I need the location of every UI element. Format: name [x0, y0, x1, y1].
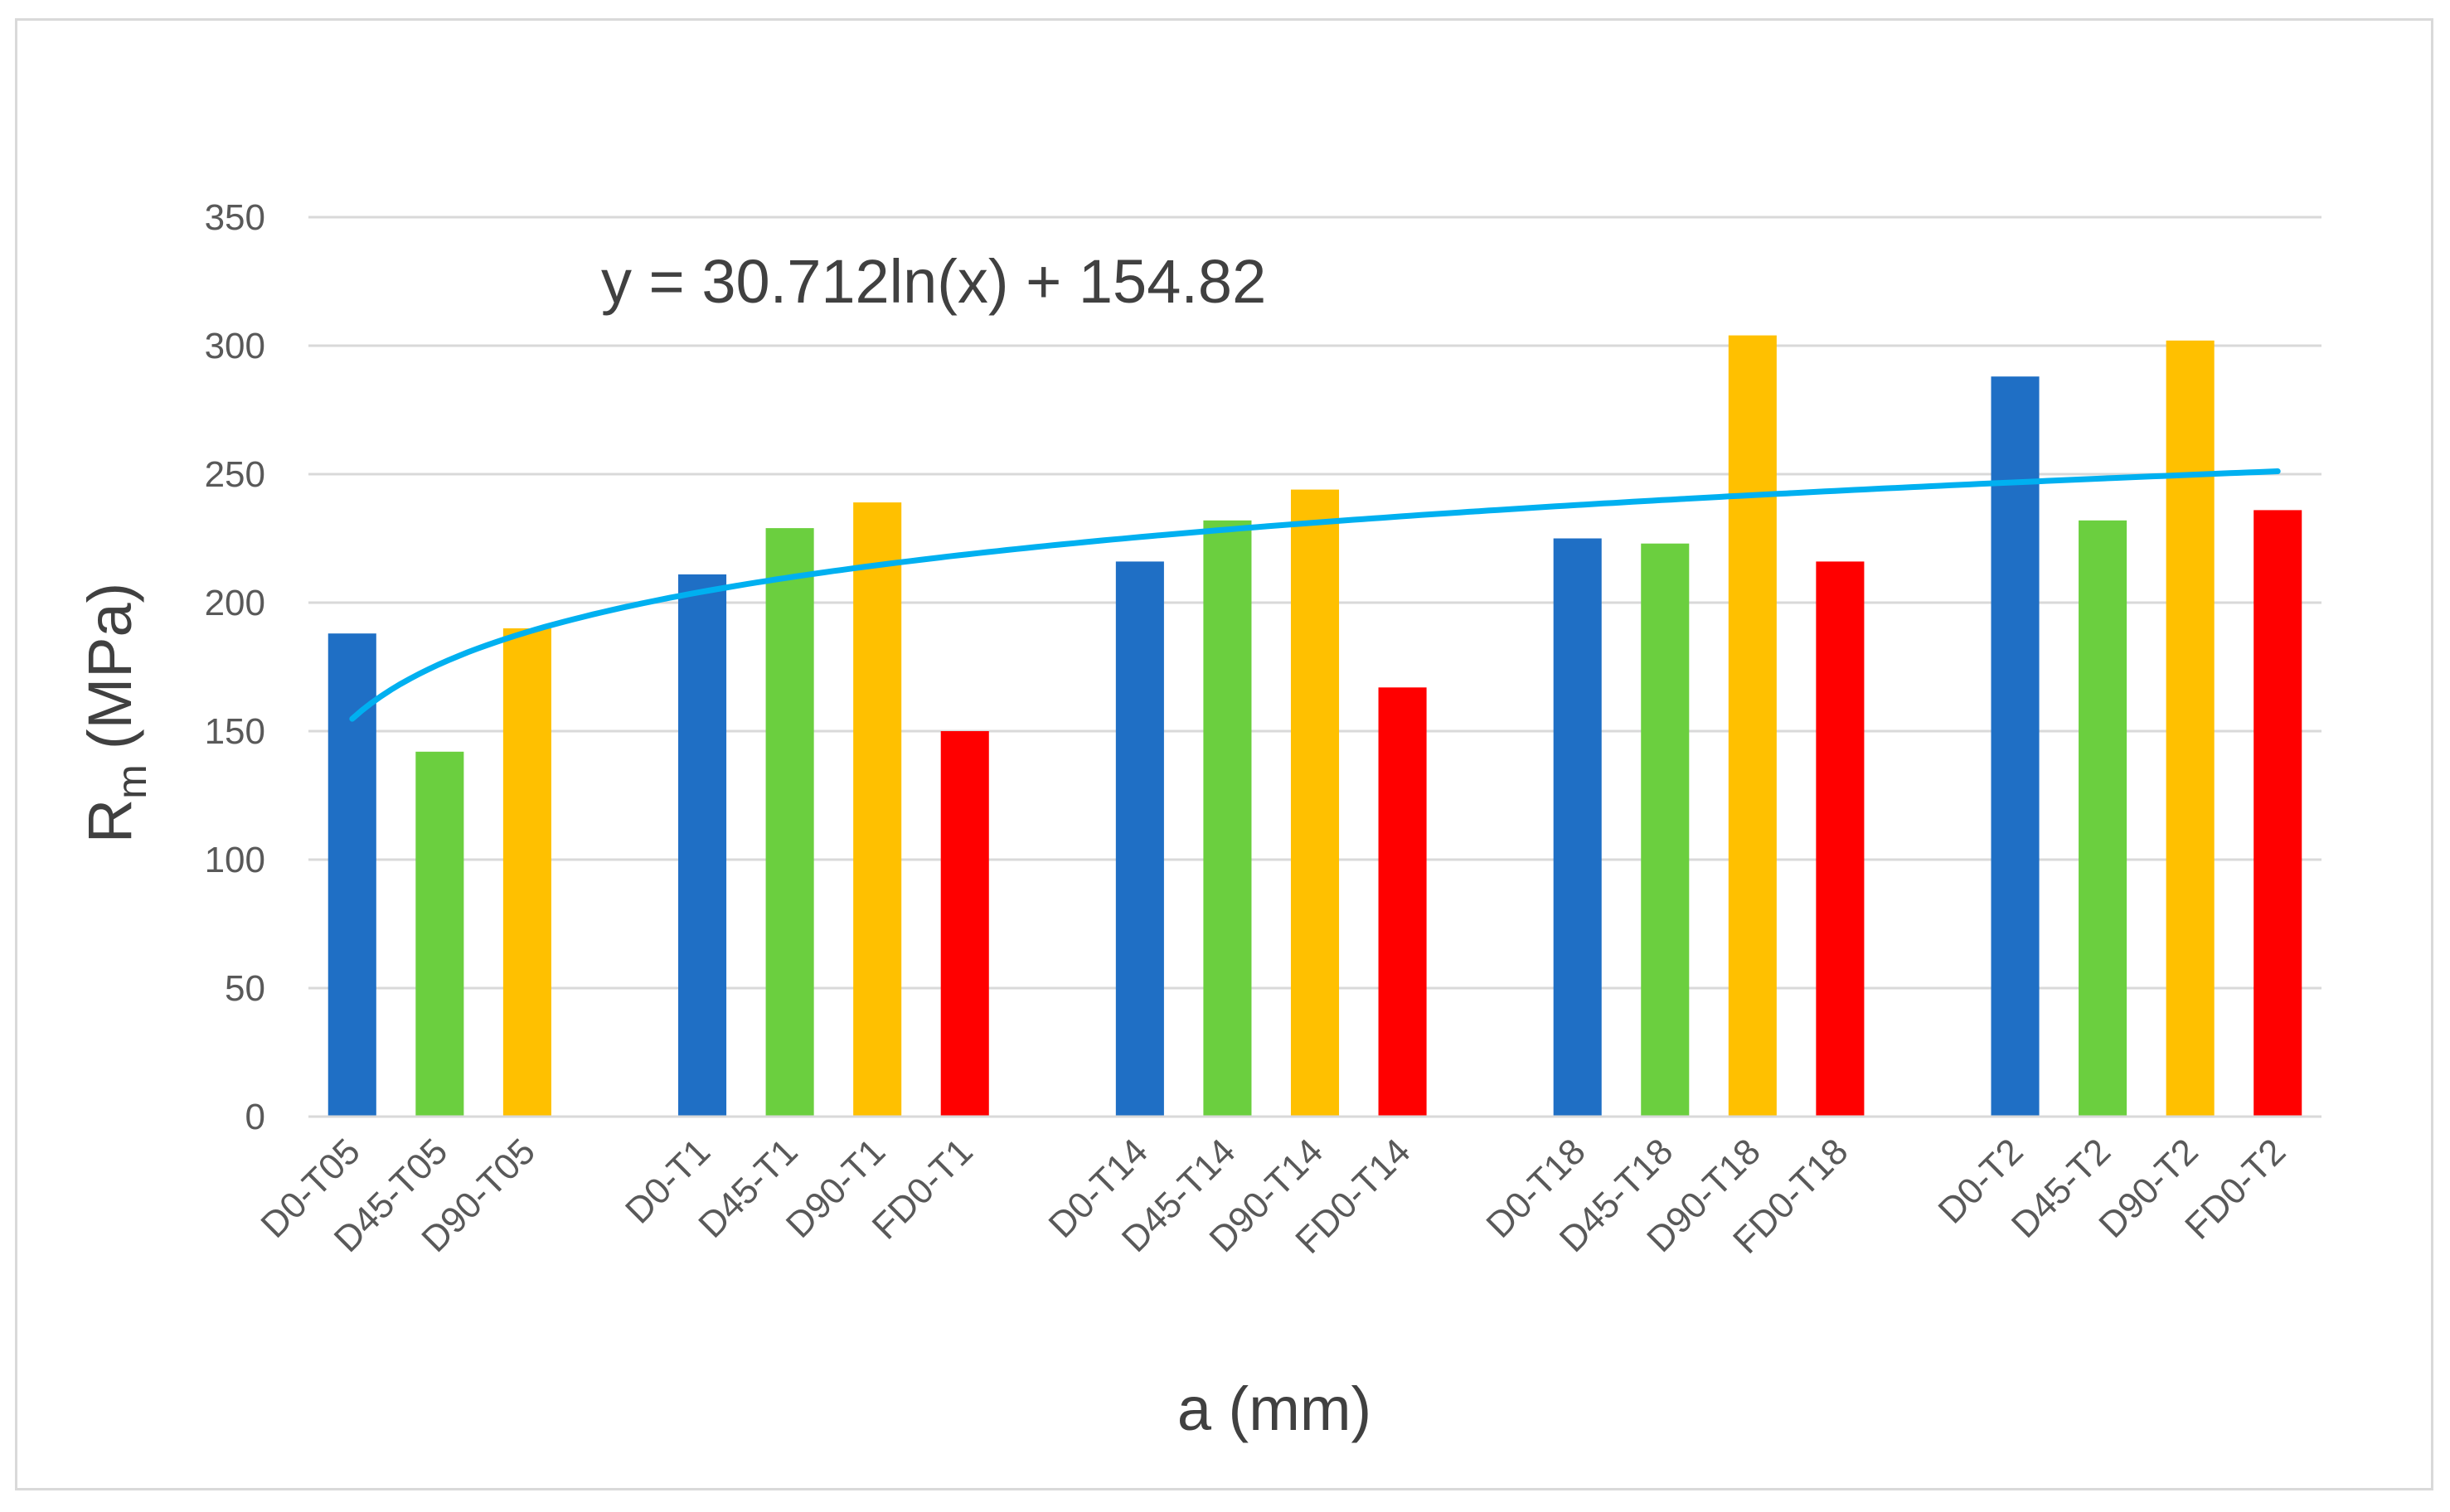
y-tick-label: 0	[245, 1097, 265, 1137]
x-tick-label: D45-T2	[2004, 1131, 2118, 1245]
bar-fd0-t2	[2254, 510, 2302, 1117]
y-tick-label: 300	[205, 326, 265, 366]
y-axis-title-main: R	[75, 799, 144, 843]
y-axis-title-unit: (MPa)	[75, 583, 144, 749]
bar-d45-t14	[1203, 520, 1252, 1117]
y-tick-label: 200	[205, 583, 265, 623]
bar-d45-t2	[2079, 520, 2127, 1117]
y-axis-title: Rm (MPa)	[75, 583, 155, 844]
bar-d45-t18	[1641, 543, 1690, 1117]
bar-d90-t2	[2166, 340, 2215, 1117]
bar-fd0-t18	[1816, 561, 1865, 1117]
bar-d0-t18	[1553, 538, 1602, 1117]
trendline-equation: y = 30.712ln(x) + 154.82	[601, 247, 1266, 316]
bar-d90-t18	[1728, 335, 1777, 1117]
gridlines	[308, 216, 2321, 990]
y-tick-label: 50	[225, 968, 265, 1009]
y-tick-label: 350	[205, 197, 265, 238]
bar-d0-t05	[327, 633, 376, 1117]
bars	[327, 335, 2302, 1117]
bar-d0-t2	[1991, 376, 2040, 1117]
y-tick-label: 250	[205, 454, 265, 495]
x-tick-label: FD0-T2	[2177, 1131, 2293, 1247]
y-axis-ticks: 0 50 100 150 200 250 300 350	[205, 197, 265, 1137]
bar-d90-t1	[853, 502, 902, 1117]
bar-d45-t05	[415, 751, 464, 1117]
bar-fd0-t1	[940, 731, 989, 1117]
trendline	[349, 468, 2281, 722]
bar-d90-t14	[1290, 489, 1340, 1117]
x-tick-label: D45-T1	[691, 1131, 805, 1245]
y-tick-label: 100	[205, 840, 265, 880]
bar-d0-t14	[1115, 561, 1164, 1117]
bar-fd0-t14	[1378, 687, 1427, 1117]
y-axis-title-sub: m	[109, 764, 155, 799]
bar-d45-t1	[765, 528, 814, 1117]
x-tick-label: FD0-T1	[865, 1131, 981, 1247]
y-tick-label: 150	[205, 711, 265, 752]
bar-d0-t1	[678, 574, 727, 1117]
x-axis-title: a (mm)	[1177, 1374, 1371, 1443]
bar-d90-t05	[502, 628, 551, 1117]
